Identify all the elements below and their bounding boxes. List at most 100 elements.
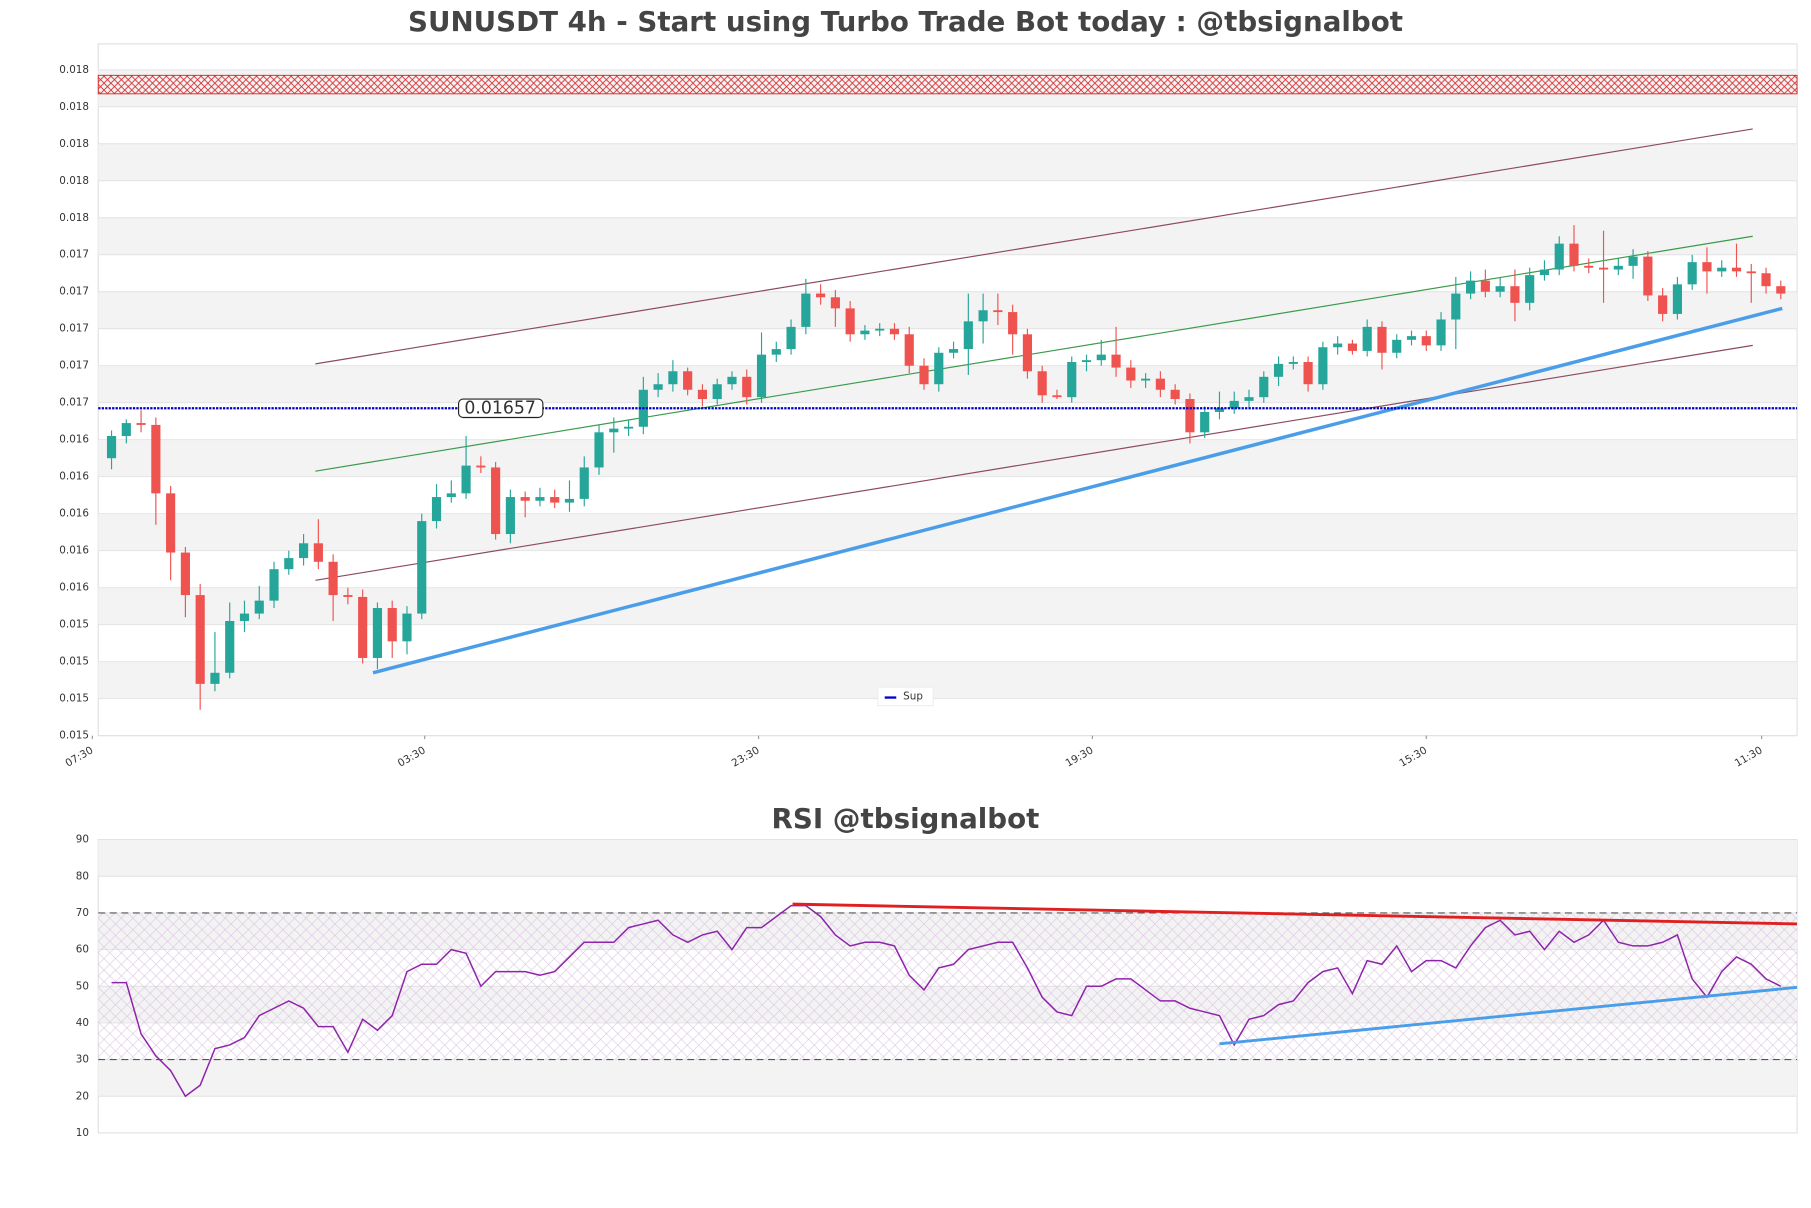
candle-body (298, 543, 309, 559)
candle-body (1731, 267, 1742, 272)
candle-body (225, 620, 235, 673)
candle-body (195, 595, 205, 684)
candle-body (1392, 339, 1402, 353)
trend-line (792, 902, 1798, 926)
x-tick-label: 07:30 (63, 744, 95, 769)
y-tick-label: 30 (76, 1054, 89, 1066)
candle-body (1539, 269, 1550, 276)
candle-body (816, 293, 826, 298)
candle-body (830, 297, 840, 309)
grid-band (98, 1059, 1798, 1097)
candle-body (668, 371, 678, 385)
candle-body (387, 608, 397, 642)
candle-body (1067, 362, 1077, 398)
candle-body (889, 328, 900, 335)
candle-body (1717, 267, 1727, 272)
candle-body (1259, 376, 1269, 398)
trend-line (1219, 985, 1798, 1046)
candle-body (1022, 334, 1033, 372)
y-tick-label: 0.015 (59, 730, 89, 742)
y-tick-label: 70 (76, 907, 89, 919)
y-tick-label: 0.017 (59, 286, 89, 298)
candle-body (1008, 312, 1018, 335)
candle-body (1037, 371, 1047, 396)
level-band (98, 912, 1798, 1060)
candle-body (180, 552, 190, 596)
candle-body (1052, 395, 1062, 398)
chart-title: SUNUSDT 4h - Start using Turbo Trade Bot… (408, 5, 1403, 38)
candle-body (1096, 354, 1106, 361)
x-tick-label: 03:30 (396, 744, 428, 769)
trend-line (372, 306, 1783, 675)
candle-body (1510, 286, 1520, 303)
rsi-title: RSI @tbsignalbot (772, 802, 1040, 835)
y-tick-label: 0.015 (59, 619, 89, 631)
candle-body (1273, 363, 1284, 377)
candle-body (1406, 336, 1417, 340)
candle-body (623, 426, 634, 429)
candle-body (594, 432, 604, 468)
y-tick-label: 0.018 (59, 101, 89, 113)
candle-body (1613, 265, 1623, 270)
candle-body (860, 330, 870, 335)
candle-body (476, 465, 486, 468)
support-label: 0.01657 (464, 398, 536, 418)
candle-body (417, 521, 427, 614)
candle-body (1362, 326, 1372, 351)
candle-body (1554, 243, 1564, 270)
y-tick-label: 0.016 (59, 471, 89, 483)
candle-body (1214, 408, 1225, 412)
candle-body (505, 497, 515, 535)
y-tick-label: 0.017 (59, 360, 89, 372)
candle-body (1525, 275, 1535, 303)
candle-body (343, 595, 353, 597)
legend: Sup (877, 686, 934, 707)
y-tick-label: 40 (76, 1017, 89, 1029)
candle-body (269, 569, 279, 601)
candle-body (1081, 360, 1092, 363)
y-tick-label: 0.017 (59, 323, 89, 335)
candle-body (535, 497, 545, 501)
candle-body (491, 467, 501, 535)
grid-band (98, 513, 1798, 551)
candle-body (1598, 267, 1609, 270)
candle-body (919, 365, 929, 385)
candle-body (1451, 293, 1461, 320)
x-tick-label: 15:30 (1397, 744, 1429, 769)
candle-body (653, 384, 663, 390)
candle-body (1141, 378, 1151, 381)
trend-line (315, 235, 1753, 472)
candle-body (1480, 280, 1490, 292)
candle-body (461, 465, 471, 494)
x-tick-label: 19:30 (1064, 744, 1096, 769)
y-tick-label: 0.016 (59, 434, 89, 446)
y-tick-label: 0.018 (59, 138, 89, 150)
candle-body (358, 596, 368, 658)
candle-body (372, 608, 383, 658)
candle-body (151, 424, 161, 494)
candle-body (284, 558, 294, 570)
candle-body (875, 328, 885, 331)
y-tick-label: 60 (76, 944, 89, 956)
y-tick-label: 0.018 (59, 212, 89, 224)
y-tick-label: 0.015 (59, 693, 89, 705)
candle-body (609, 428, 619, 433)
candle-body (1155, 378, 1165, 390)
candle-body (756, 354, 767, 398)
grid-band (98, 587, 1798, 625)
trend-line (315, 128, 1753, 365)
y-tick-label: 10 (76, 1127, 89, 1139)
y-tick-label: 80 (76, 870, 89, 882)
candle-body (1333, 343, 1343, 348)
candle-body (1702, 262, 1712, 272)
candle-body (446, 493, 456, 498)
candle-body (904, 334, 914, 366)
candle-body (697, 389, 708, 400)
candle-body (934, 352, 944, 385)
candle-body (727, 376, 737, 385)
candle-body (106, 436, 117, 459)
candle-body (166, 493, 176, 553)
candle-body (712, 384, 722, 400)
